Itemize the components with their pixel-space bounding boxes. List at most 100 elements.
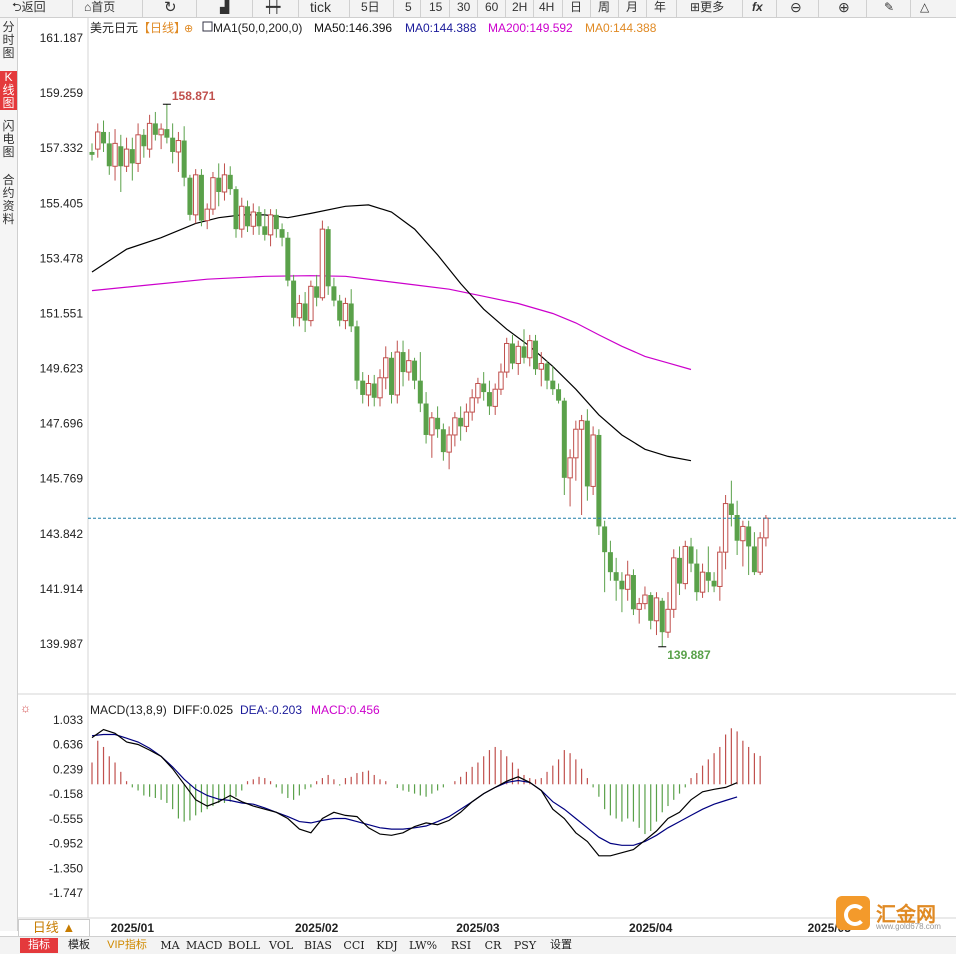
logo-url: www.gold678.com: [876, 922, 941, 931]
candle: [492, 388, 498, 407]
toolbar-separator: [505, 0, 506, 17]
price-tick-label: 159.259: [40, 86, 84, 100]
candle: [711, 580, 717, 587]
grid-icon: ⊞: [690, 0, 701, 14]
triangle-icon[interactable]: △: [920, 0, 930, 14]
candle: [452, 417, 458, 436]
candle: [175, 140, 182, 153]
indicator-tab[interactable]: 指标: [20, 938, 58, 953]
toolbar-separator: [910, 0, 911, 17]
indicator-kdj[interactable]: KDJ: [376, 939, 398, 952]
candle: [267, 214, 274, 236]
price-tick-label: 157.332: [40, 141, 84, 155]
tab-intraday[interactable]: 分时图: [2, 20, 15, 60]
indicator-macd[interactable]: MACD: [186, 939, 223, 952]
indicator-cr[interactable]: CR: [484, 939, 502, 952]
price-tick-label: 161.187: [40, 31, 84, 45]
candle: [435, 417, 441, 430]
period-month[interactable]: 月: [626, 0, 639, 14]
logo-mark-icon: [836, 896, 870, 930]
candle: [245, 206, 251, 227]
candle: [210, 177, 216, 210]
candle: [279, 229, 285, 238]
candle: [170, 137, 176, 152]
candle: [671, 557, 677, 610]
candle: [308, 285, 314, 322]
period-15min[interactable]: 15: [429, 0, 443, 14]
home-button[interactable]: ⌂首页: [84, 0, 115, 17]
tick-button[interactable]: tick: [310, 0, 331, 15]
candle: [717, 551, 723, 587]
toolbar-separator: [866, 0, 867, 17]
pen-icon[interactable]: ✎: [884, 0, 895, 14]
candle: [141, 134, 147, 147]
candle: [757, 537, 763, 573]
back-arrow-icon: ⮌: [12, 0, 22, 14]
candle: [567, 457, 573, 479]
zoom-out-icon[interactable]: ⊖: [790, 0, 802, 15]
period-30min[interactable]: 30: [457, 0, 471, 14]
candle: [296, 302, 303, 319]
macd-dea-value: DEA:-0.203: [240, 703, 302, 717]
price-tick-label: 139.987: [40, 637, 84, 651]
candle: [653, 597, 660, 622]
candle: [446, 434, 452, 453]
tab-contract-info[interactable]: 合约资料: [2, 173, 15, 226]
candle: [146, 122, 153, 150]
indicator-bias[interactable]: BIAS: [304, 939, 332, 952]
period-day[interactable]: 日: [570, 0, 583, 14]
vip-indicator-tab[interactable]: VIP指标: [107, 939, 147, 951]
refresh-icon[interactable]: ↻: [164, 0, 177, 16]
toolbar-separator: [776, 0, 777, 17]
candle: [354, 326, 360, 381]
candle: [734, 514, 740, 541]
date-tick-label: 2025/03: [456, 921, 500, 935]
period-5min[interactable]: 5: [405, 0, 412, 14]
low-price-label: 139.887: [667, 648, 711, 662]
kline-chart[interactable]: 161.187 159.259 157.332 155.405 153.478 151.5…: [0, 18, 956, 936]
function-icon[interactable]: fx: [752, 0, 763, 14]
candle: [590, 434, 596, 487]
candle: [481, 383, 487, 393]
candle: [181, 140, 187, 178]
indicator-vol[interactable]: VOL: [268, 939, 294, 952]
candlestick-icon[interactable]: ┿┿: [266, 0, 281, 14]
period-year[interactable]: 年: [654, 0, 667, 14]
settings-tab[interactable]: 设置: [550, 939, 572, 951]
ma200-value: MA200:149.592: [488, 21, 573, 35]
range-selector[interactable]: 日线 ▲: [18, 919, 90, 937]
candle: [515, 345, 521, 364]
ma200-line: [91, 275, 692, 371]
period-60min[interactable]: 60: [485, 0, 499, 14]
candle: [89, 151, 95, 155]
toolbar-separator: [142, 0, 143, 17]
chart-type-icon[interactable]: ▟: [220, 0, 230, 14]
period-4h[interactable]: 4H: [539, 0, 555, 14]
indicator-cci[interactable]: CCI: [343, 939, 365, 952]
candle: [740, 525, 746, 542]
back-button[interactable]: ⮌返回: [12, 0, 46, 17]
candle: [389, 357, 395, 395]
zoom-in-icon[interactable]: ⊕: [838, 0, 850, 15]
period-week[interactable]: 周: [598, 0, 611, 14]
toolbar-separator: [252, 0, 253, 17]
tab-flash[interactable]: 闪电图: [2, 119, 15, 159]
indicator-psy[interactable]: PSY: [513, 939, 537, 952]
candle: [129, 149, 135, 164]
indicator-rsi[interactable]: RSI: [450, 939, 472, 952]
macd-settings-icon[interactable]: ☼: [20, 701, 31, 715]
indicator-ma[interactable]: MA: [160, 939, 180, 952]
candle: [746, 526, 752, 547]
settings-icon[interactable]: ⊕: [184, 23, 193, 35]
period-5day[interactable]: 5日: [361, 0, 380, 14]
toolbar-separator: [477, 0, 478, 17]
more-button[interactable]: ⊞更多: [690, 0, 724, 17]
indicator-boll[interactable]: BOLL: [228, 939, 260, 952]
price-tick-label: 155.405: [40, 196, 84, 210]
period-2h[interactable]: 2H: [512, 0, 528, 14]
tab-kline[interactable]: K线图: [0, 71, 17, 110]
template-tab[interactable]: 模板: [68, 939, 90, 951]
candle: [688, 546, 694, 564]
indicator-lw[interactable]: LW%: [408, 939, 438, 952]
candle: [101, 131, 107, 144]
